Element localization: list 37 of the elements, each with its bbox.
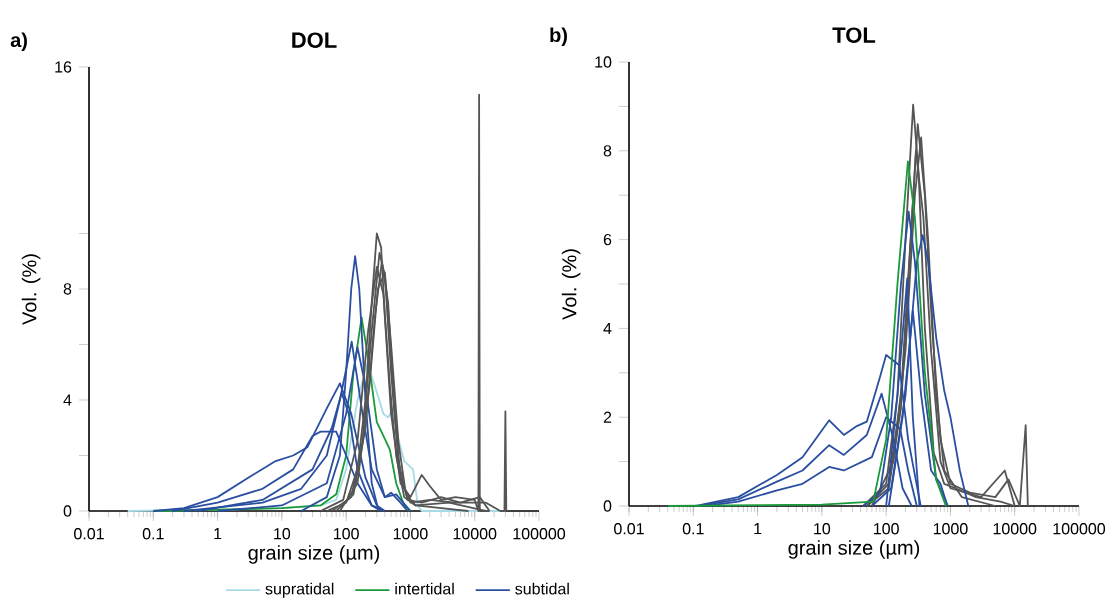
x-tick-label: 1000 [933,523,968,535]
x-axis-title: grain size (µm) [248,545,380,564]
legend-label: intertidal [395,582,454,595]
y-tick-label: 6 [603,233,612,246]
y-tick-label: 0 [603,500,612,512]
x-tick-label: 0.1 [682,523,704,535]
y-tick-label: 2 [603,411,612,423]
text: a) [10,32,27,52]
y-tick-label: 16 [55,61,72,73]
legend-label: subtidal [515,582,569,595]
x-axis-title: grain size (µm) [788,540,920,559]
y-tick-label: 0 [63,505,72,517]
x-tick-label: 100000 [1053,523,1106,535]
chart-title: DOL [292,32,337,48]
y-tick-label: 8 [603,145,612,157]
y-tick-label: 4 [603,322,612,334]
chart-title: TOL [832,27,876,43]
x-tick-label: 1000 [393,528,428,540]
x-tick-label: 10000 [453,528,497,540]
x-tick-label: 10 [274,528,291,540]
y-tick-label: 4 [63,394,72,406]
x-tick-label: 10000 [993,523,1037,535]
text: b) [550,27,567,47]
x-tick-label: 0.1 [142,528,164,540]
y-tick-label: 10 [595,56,612,68]
x-tick-label: 100 [334,528,359,540]
x-tick-label: 1 [754,523,762,535]
x-tick-label: 0.01 [74,528,104,540]
x-tick-label: 10 [814,523,831,535]
x-tick-label: 0.01 [614,523,644,535]
y-tick-label: 8 [63,283,72,295]
y-axis-title: Vol. (%) [21,254,41,325]
x-tick-label: 1 [214,528,222,540]
x-tick-label: 100 [874,523,899,535]
y-axis-title: Vol. (%) [561,249,581,320]
x-tick-label: 100000 [513,528,566,540]
legend-label: supratidal [265,582,334,598]
